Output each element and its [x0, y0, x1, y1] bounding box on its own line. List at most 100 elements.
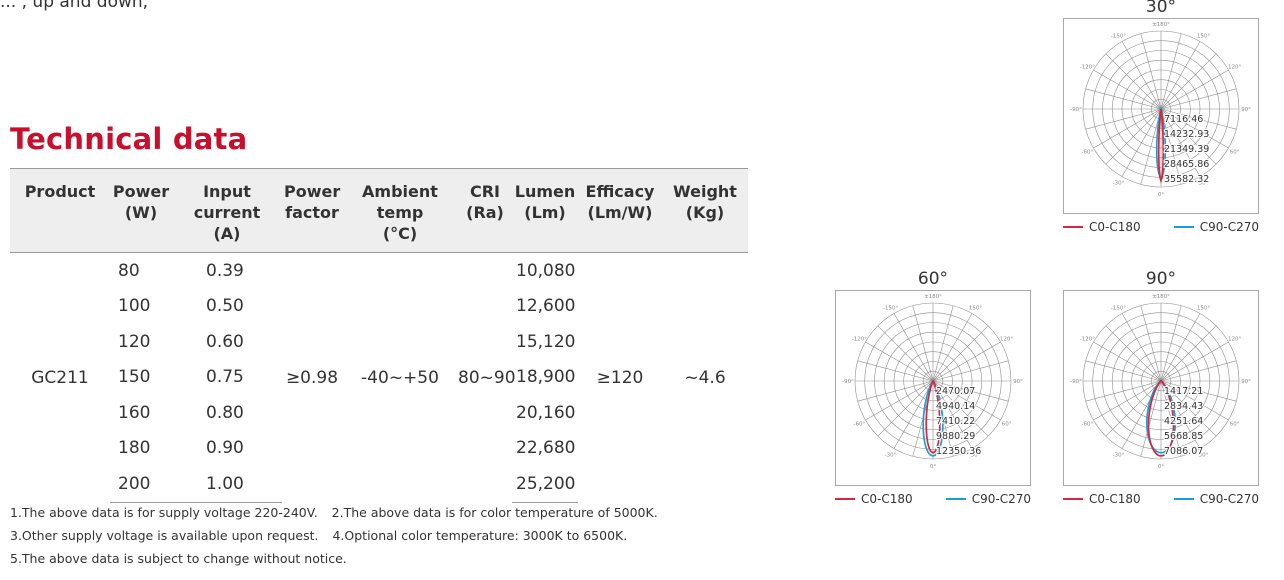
polar-angle-label: -120°	[852, 337, 867, 343]
polar-spoke	[893, 380, 934, 449]
polar-angle-label: -30°	[1113, 181, 1125, 187]
polar-angle-label: 150°	[1197, 305, 1210, 311]
polar-spoke	[1160, 360, 1237, 382]
polar-spoke	[1160, 41, 1201, 110]
curve-c0-c180	[1147, 380, 1175, 457]
polar-spoke	[1093, 108, 1162, 149]
cell-lumen: 12,600	[516, 296, 576, 317]
polar-spoke	[1105, 108, 1162, 165]
col-header-lumen: Lumen (Lm)	[512, 168, 578, 253]
curve-c0-c180	[925, 380, 941, 454]
polar-angle-label: 30°	[1199, 453, 1209, 459]
footnote-line: 3.Other supply voltage is available upon…	[10, 524, 672, 547]
polar-spoke	[1105, 53, 1162, 110]
polar-spoke	[1105, 380, 1162, 437]
polar-spoke	[877, 380, 934, 437]
polar-title: 90°	[1145, 269, 1177, 289]
polar-ring-value: 4251.64	[1164, 416, 1203, 427]
polar-ring-value: 14232.93	[1164, 129, 1209, 140]
polar-spoke	[1160, 341, 1229, 382]
col-header-input-current: Input current (A)	[172, 168, 282, 253]
legend-swatch-c90	[1173, 498, 1194, 500]
polar-ring-value: 1417.21	[1164, 386, 1203, 397]
polar-ring-value: 7410.22	[936, 416, 975, 427]
polar-spoke	[932, 360, 1009, 382]
polar-chart: ±180° -150° 150° -120° 120° -90° 90° -60° 60° -30…	[842, 294, 1023, 470]
polar-spoke	[1160, 108, 1229, 149]
polar-angle-label: -60°	[1082, 150, 1094, 156]
cell-power: 160	[118, 402, 151, 423]
polar-spoke	[1121, 41, 1162, 110]
polar-spoke	[932, 313, 973, 382]
polar-angle-label: -90°	[1070, 379, 1082, 385]
cell-lumen: 18,900	[516, 367, 576, 388]
legend-swatch-c0	[835, 498, 855, 500]
footnote: 2.The above data is for color temperatur…	[331, 505, 658, 520]
legend-c90-c270: C90-C270	[1199, 492, 1259, 506]
polar-angle-label: 90°	[1241, 379, 1251, 385]
polar-spoke	[865, 341, 934, 382]
cell-power-factor: ≥0.98	[285, 367, 339, 388]
col-header-cri: CRI (Ra)	[458, 168, 512, 253]
cell-current: 0.90	[206, 438, 244, 459]
technical-data-table: Product Power (W) Input current (A) Power f…	[10, 168, 748, 503]
polar-spoke	[1160, 108, 1217, 165]
polar-spoke	[932, 341, 1001, 382]
curve-c0-c180	[1157, 109, 1165, 184]
cell-current: 0.80	[206, 402, 244, 423]
polar-spoke	[1160, 33, 1182, 110]
polar-ring-value: 9880.29	[936, 431, 975, 442]
cell-power: 100	[118, 296, 151, 317]
polar-spoke	[1093, 341, 1162, 382]
polar-legend: C0-C180 C90-C270	[1063, 492, 1259, 506]
cell-efficacy: ≥120	[596, 367, 644, 388]
polar-angle-label: 30°	[1199, 181, 1209, 187]
table-row: GC211 80 0.39 ≥0.98 -40~+50 80~90 10,080…	[10, 253, 748, 388]
cell-ambient-temp: -40~+50	[361, 367, 439, 388]
polar-angle-label: -150°	[1111, 305, 1126, 311]
footnote-line: 5.The above data is subject to change wi…	[10, 547, 672, 570]
polar-title: 30°	[1145, 0, 1177, 17]
legend-swatch-c0	[1063, 226, 1083, 228]
legend-c0-c180: C0-C180	[1089, 492, 1141, 506]
polar-angle-label: 120°	[1228, 337, 1241, 343]
polar-spoke	[1160, 380, 1182, 457]
footnote: 3.Other supply voltage is available upon…	[10, 528, 319, 543]
cell-power: 150	[118, 367, 151, 388]
cell-current: 0.75	[206, 367, 244, 388]
table-row: 200 1.00 25,200	[10, 466, 748, 503]
legend-c0-c180: C0-C180	[1089, 220, 1141, 234]
footnote: 1.The above data is for supply voltage 2…	[10, 505, 318, 520]
cell-lumen: 20,160	[516, 402, 576, 423]
cell-current: 1.00	[172, 466, 282, 503]
table-row: 150 0.75 18,900	[10, 360, 748, 396]
legend-c90-c270: C90-C270	[1199, 220, 1259, 234]
polar-spoke	[1105, 325, 1162, 382]
polar-spoke	[1160, 380, 1217, 437]
polar-angle-label: 60°	[1230, 422, 1240, 428]
table-header-row: Product Power (W) Input current (A) Power f…	[10, 168, 748, 253]
cell-current: 0.39	[206, 260, 244, 281]
col-header-weight: Weight (Kg)	[662, 168, 748, 253]
polar-ring-value: 7116.46	[1164, 114, 1203, 125]
cell-lumen: 25,200	[512, 466, 578, 503]
polar-spoke	[1085, 360, 1162, 382]
polar-ring-value: 7086.07	[1164, 446, 1203, 457]
polar-spoke	[865, 380, 934, 421]
polar-angle-label: 0°	[1158, 192, 1164, 198]
polar-panel-30: 30° ±180° -150° 150° -120° 120° -90° 90° -60° 60…	[1063, 0, 1259, 234]
polar-angle-label: ±180°	[1152, 22, 1170, 28]
polar-spoke	[1093, 69, 1162, 110]
footnote: 5.The above data is subject to change wi…	[10, 551, 347, 566]
polar-angle-label: -30°	[885, 453, 897, 459]
footnote: 4.Optional color temperature: 3000K to 6…	[332, 528, 628, 543]
cell-power: 200	[110, 466, 172, 503]
polar-spoke	[1121, 313, 1162, 382]
polar-spoke	[1160, 380, 1229, 421]
polar-spoke	[1160, 69, 1229, 110]
col-header-power-factor: Power factor	[282, 168, 342, 253]
cell-current: 0.50	[206, 296, 244, 317]
polar-angle-label: 60°	[1230, 150, 1240, 156]
polar-angle-label: 0°	[1158, 464, 1164, 470]
polar-angle-label: -90°	[1070, 107, 1082, 113]
